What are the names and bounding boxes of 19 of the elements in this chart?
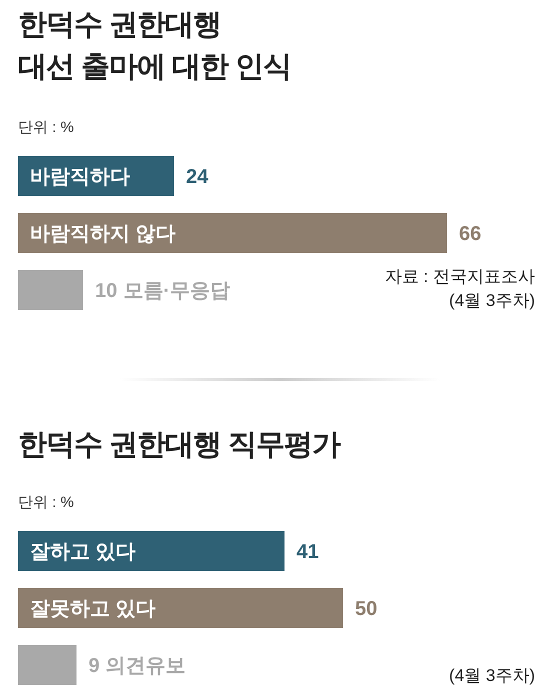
y-tick-label: 의견유보 <box>106 655 186 677</box>
chart-title: 한덕수 권한대행 직무평가 <box>18 428 340 463</box>
data-label: 10 <box>95 280 118 302</box>
data-label: 24 <box>186 166 210 188</box>
data-label: 9 <box>88 655 100 677</box>
chart-title: 한덕수 권한대행 대선 출마에 대한 인식 <box>18 8 292 85</box>
y-tick-label: 잘하고 있다 <box>30 541 136 563</box>
y-tick-label: 바람직하지 않다 <box>30 223 176 245</box>
chart-subtitle: 단위 : % <box>18 493 74 512</box>
text: (4월 3주차) <box>449 291 535 310</box>
data-label: 41 <box>296 541 319 563</box>
y-tick-label: 바람직하다 <box>30 166 130 188</box>
data-label: 66 <box>459 223 482 245</box>
y-tick-label: 잘못하고 있다 <box>30 598 156 620</box>
annotation: 자료 : 전국지표조사 <box>384 267 535 286</box>
data-label: 50 <box>355 598 378 620</box>
y-tick-label: 모름·무응답 <box>123 280 230 302</box>
text: (4월 3주차) <box>449 666 535 685</box>
chart-subtitle: 단위 : % <box>18 118 74 137</box>
